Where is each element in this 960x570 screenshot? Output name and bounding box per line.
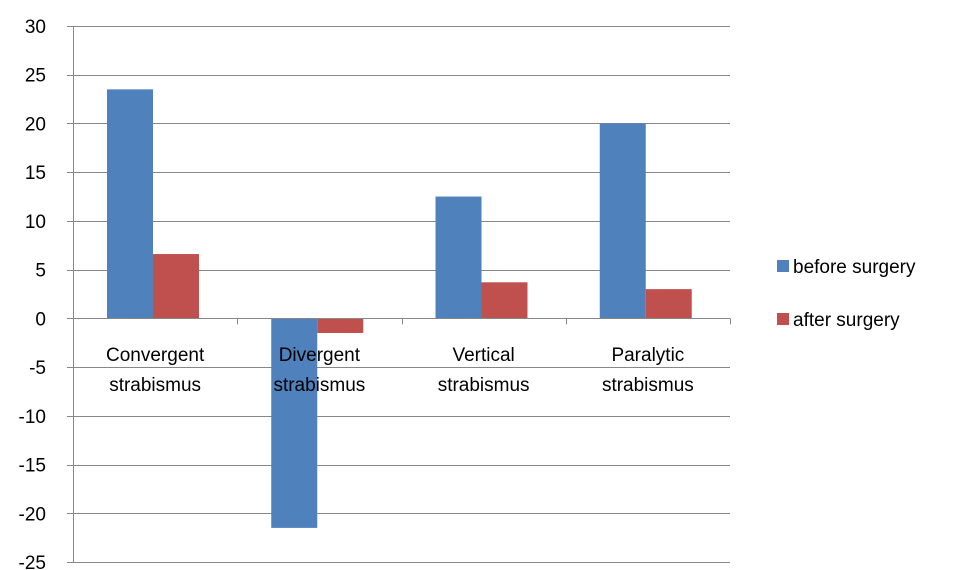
legend-swatch-before-surgery bbox=[777, 260, 789, 272]
x-tick-label: Divergent bbox=[279, 345, 361, 366]
bars bbox=[107, 89, 692, 528]
bar-before-surgery-3 bbox=[599, 123, 646, 319]
x-tick-label: strabismus bbox=[109, 375, 201, 396]
x-tick-labels: Convergent strabismus Divergent strabismus V… bbox=[106, 345, 694, 396]
bar-after-surgery-0 bbox=[153, 254, 199, 319]
axes bbox=[67, 26, 731, 563]
x-tick-label: Paralytic bbox=[611, 345, 684, 366]
y-tick-label: -20 bbox=[19, 504, 46, 525]
y-tick-label: -10 bbox=[19, 407, 46, 428]
x-tick-label: strabismus bbox=[602, 375, 694, 396]
bar-before-surgery-0 bbox=[107, 89, 153, 319]
x-tick-label: Convergent bbox=[106, 345, 205, 366]
x-tick-label: strabismus bbox=[273, 375, 365, 396]
y-tick-labels: 30 25 20 15 10 5 0 -5 -10 -15 -20 -25 bbox=[19, 17, 46, 570]
y-tick-label: 10 bbox=[25, 212, 46, 233]
legend-label-before-surgery: before surgery bbox=[793, 257, 916, 278]
y-tick-label: 30 bbox=[25, 17, 46, 38]
y-tick-label: 20 bbox=[25, 114, 46, 135]
legend: before surgery after surgery bbox=[777, 257, 916, 331]
x-tick-label: strabismus bbox=[438, 375, 530, 396]
bar-after-surgery-1 bbox=[317, 318, 364, 333]
legend-label-after-surgery: after surgery bbox=[793, 310, 900, 331]
bar-before-surgery-1 bbox=[271, 318, 318, 528]
bar-after-surgery-3 bbox=[645, 289, 692, 319]
y-tick-label: -25 bbox=[19, 553, 46, 570]
legend-swatch-after-surgery bbox=[777, 313, 789, 325]
bar-after-surgery-2 bbox=[481, 282, 528, 319]
y-tick-label: -15 bbox=[19, 456, 46, 477]
y-tick-label: 0 bbox=[35, 309, 46, 330]
x-tick-label: Vertical bbox=[452, 345, 514, 366]
y-tick-label: 5 bbox=[35, 261, 46, 282]
y-tick-label: -5 bbox=[29, 358, 46, 379]
y-tick-label: 25 bbox=[25, 66, 46, 87]
bar-before-surgery-2 bbox=[435, 196, 482, 319]
y-tick-label: 15 bbox=[25, 163, 46, 184]
